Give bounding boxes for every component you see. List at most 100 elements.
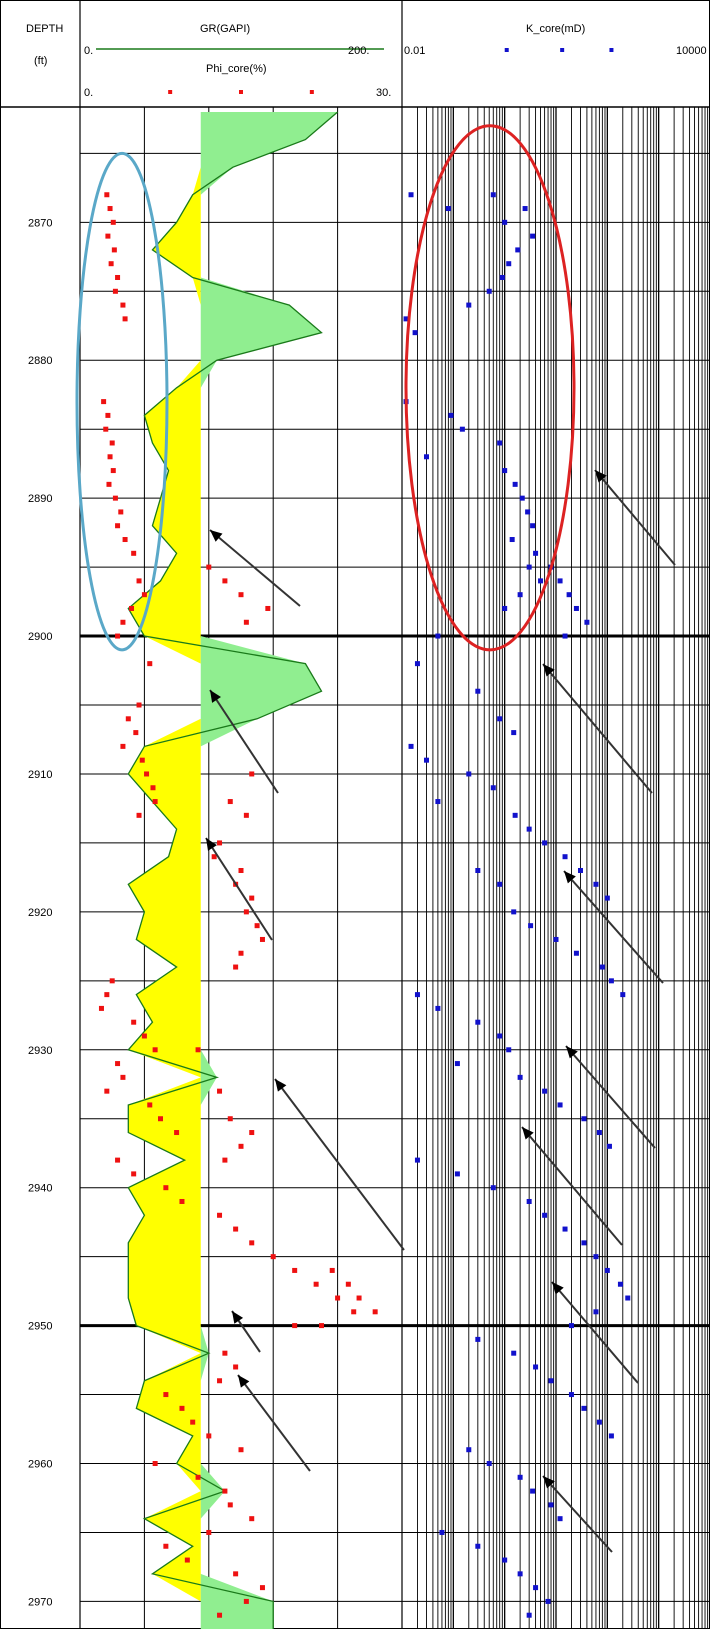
phi-core-point bbox=[195, 1474, 201, 1480]
phi-core-point bbox=[259, 936, 265, 942]
k-core-point bbox=[562, 1226, 568, 1232]
phi-core-point bbox=[184, 1557, 190, 1563]
k-core-point bbox=[573, 950, 579, 956]
annotation-arrow-head bbox=[210, 690, 221, 703]
k-track-label: K_core(mD) bbox=[526, 23, 586, 35]
k-core-point bbox=[557, 578, 563, 584]
k-core-point bbox=[533, 1585, 539, 1591]
phi-core-point bbox=[150, 785, 156, 791]
k-core-point bbox=[412, 330, 418, 336]
k-core-point bbox=[568, 1392, 574, 1398]
phi-core-point bbox=[136, 578, 142, 584]
k-core-point bbox=[557, 1102, 563, 1108]
phi-core-point bbox=[206, 1529, 212, 1535]
k-core-point bbox=[522, 206, 528, 212]
annotation-arrow-shaft bbox=[237, 1374, 311, 1472]
k-core-point bbox=[526, 1612, 532, 1618]
k-core-point bbox=[423, 757, 429, 763]
k-core-point bbox=[542, 1212, 548, 1218]
annotation-arrow-head bbox=[566, 1046, 578, 1059]
phi-core-point bbox=[131, 1171, 137, 1177]
phi-core-point bbox=[249, 1130, 255, 1136]
phi-core-point bbox=[222, 1157, 228, 1163]
phi-min-label: 0. bbox=[84, 87, 94, 99]
phi-core-point bbox=[179, 1405, 185, 1411]
gr-track-label: GR(GAPI) bbox=[200, 23, 251, 35]
k-core-point bbox=[490, 1185, 496, 1191]
phi-core-point bbox=[141, 1033, 147, 1039]
k-core-point bbox=[466, 771, 472, 777]
k-core-point bbox=[533, 550, 539, 556]
k-core-point bbox=[475, 1336, 481, 1342]
phi-core-point bbox=[158, 1116, 163, 1122]
phi-core-point bbox=[107, 454, 113, 460]
annotation-arrow-head bbox=[552, 1282, 564, 1295]
k-core-point bbox=[530, 1488, 536, 1494]
k-core-point bbox=[542, 1088, 548, 1094]
k-core-point bbox=[466, 1447, 472, 1453]
phi-core-point bbox=[238, 950, 244, 956]
annotation-arrow-shaft bbox=[209, 689, 279, 794]
phi-core-point bbox=[112, 495, 118, 501]
phi-core-point bbox=[249, 1516, 255, 1522]
k-core-point bbox=[435, 633, 441, 639]
k-core-point bbox=[545, 1598, 551, 1604]
phi-core-point bbox=[227, 1116, 233, 1122]
k-core-point bbox=[596, 1130, 602, 1136]
k-core-point bbox=[553, 936, 559, 942]
k-core-point bbox=[604, 1267, 610, 1273]
k-max-label: 10000 bbox=[676, 45, 707, 57]
k-core-point bbox=[497, 716, 503, 722]
phi-core-point bbox=[319, 1323, 324, 1329]
k-core-point bbox=[566, 592, 572, 598]
annotation-arrow-shaft bbox=[565, 1045, 656, 1149]
k-core-point bbox=[526, 1198, 532, 1204]
phi-core-point bbox=[179, 1198, 185, 1204]
annotation-arrow-shaft bbox=[205, 837, 273, 941]
k-core-point bbox=[596, 1419, 602, 1425]
phi-core-point bbox=[163, 1543, 169, 1549]
phi-core-point bbox=[104, 192, 110, 198]
k-core-point bbox=[414, 661, 420, 667]
k-core-point bbox=[548, 1378, 554, 1384]
depth-tick-label: 2930 bbox=[28, 1045, 52, 1057]
red-highlight-ellipse bbox=[404, 124, 576, 652]
depth-tick-label: 2960 bbox=[28, 1459, 52, 1471]
k-core-point bbox=[606, 1143, 612, 1149]
k-core-point bbox=[533, 1364, 539, 1370]
k-core-point bbox=[599, 964, 605, 970]
k-core-point bbox=[435, 1005, 441, 1011]
depth-tick-label: 2890 bbox=[28, 493, 52, 505]
k-core-point bbox=[497, 881, 503, 887]
phi-core-point bbox=[249, 895, 255, 901]
phi-core-point bbox=[122, 316, 128, 322]
k-core-point bbox=[593, 881, 599, 887]
phi-core-point bbox=[131, 550, 137, 556]
annotation-arrow-head bbox=[238, 1375, 250, 1388]
k-core-point bbox=[525, 509, 531, 515]
k-core-point bbox=[475, 688, 481, 694]
k-core-point bbox=[439, 1529, 445, 1535]
k-core-point bbox=[562, 854, 568, 860]
phi-core-point bbox=[133, 730, 139, 736]
phi-core-point bbox=[227, 1502, 233, 1508]
phi-core-point bbox=[238, 592, 244, 598]
k-core-point bbox=[584, 619, 590, 625]
phi-core-point bbox=[238, 1143, 244, 1149]
k-core-point bbox=[509, 537, 515, 543]
k-core-point bbox=[568, 1323, 574, 1329]
phi-core-point bbox=[174, 1130, 180, 1136]
phi-core-point bbox=[195, 1047, 201, 1053]
phi-core-point bbox=[147, 661, 153, 667]
annotation-arrow-head bbox=[543, 1476, 555, 1489]
phi-core-point bbox=[98, 1005, 104, 1011]
phi-core-point bbox=[211, 854, 217, 860]
k-core-point bbox=[475, 1543, 481, 1549]
phi-core-point bbox=[109, 440, 115, 446]
phi-core-point bbox=[101, 399, 107, 405]
k-core-point bbox=[497, 1033, 503, 1039]
phi-legend-marker bbox=[239, 90, 243, 94]
gr-max-label: 200. bbox=[348, 45, 370, 57]
